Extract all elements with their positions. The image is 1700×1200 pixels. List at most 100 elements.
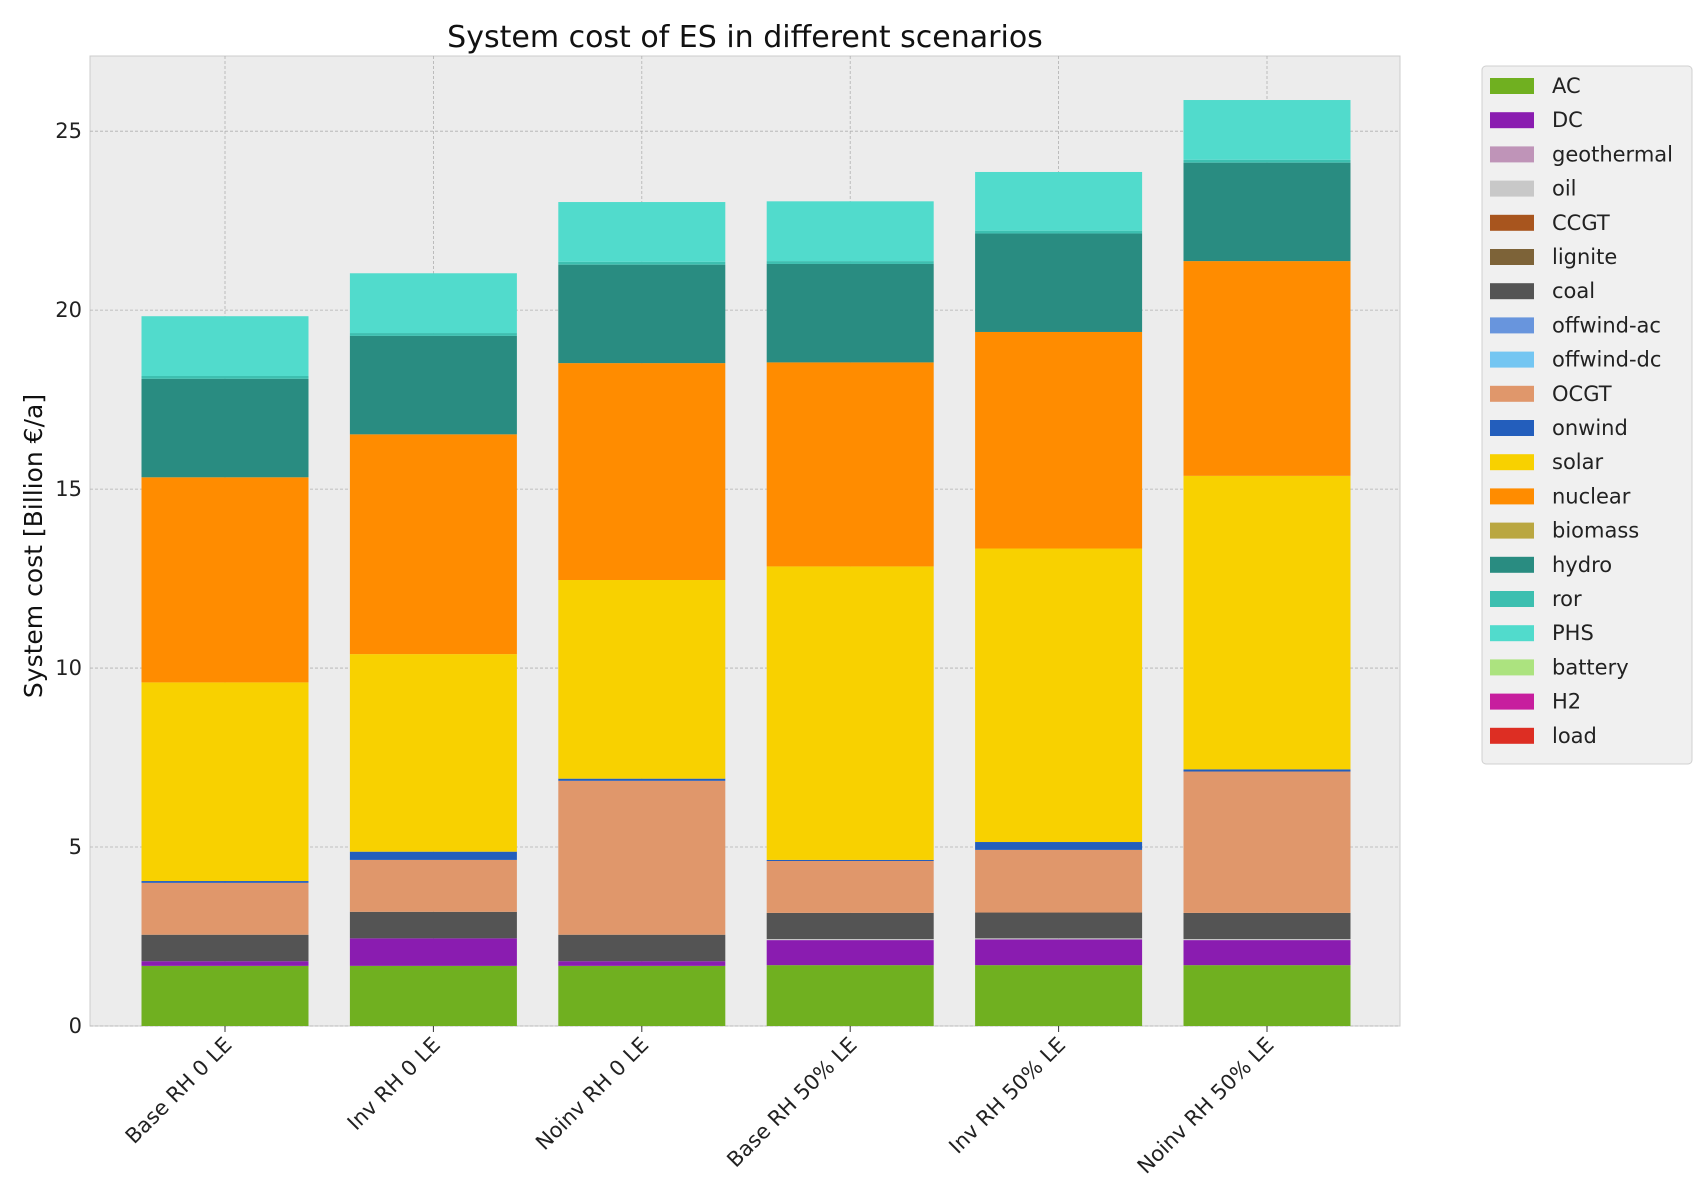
bar-segment-DC — [141, 961, 309, 966]
bar-segment-hydro — [558, 264, 726, 364]
y-tick-label: 15 — [55, 477, 82, 501]
legend-label: nuclear — [1552, 484, 1631, 508]
legend-label: coal — [1552, 279, 1595, 303]
legend-swatch — [1490, 78, 1534, 94]
chart-title: System cost of ES in different scenarios — [447, 20, 1043, 55]
bar-segment-DC — [1183, 940, 1351, 966]
bar-segment-nuclear — [975, 331, 1143, 549]
bar-segment-solar — [349, 654, 517, 852]
bar-segment-solar — [141, 682, 309, 882]
bar-segment-OCGT — [141, 882, 309, 935]
legend-swatch — [1490, 727, 1534, 744]
bar-segment-nuclear — [1183, 261, 1351, 476]
bar-segment-ror — [975, 230, 1143, 234]
bars — [141, 100, 1351, 1026]
bar-segment-onwind — [349, 851, 517, 860]
legend-swatch — [1490, 522, 1534, 539]
bar-segment-hydro — [349, 335, 517, 435]
legend-swatch — [1490, 591, 1534, 607]
legend-label: offwind-ac — [1552, 313, 1661, 337]
bar-stack — [1183, 100, 1351, 1026]
legend-swatch — [1490, 659, 1534, 676]
bar-segment-PHS — [141, 316, 309, 376]
bar-segment-hydro — [141, 378, 309, 478]
legend-label: DC — [1552, 108, 1583, 132]
legend-label: hydro — [1552, 553, 1612, 577]
legend-swatch — [1490, 454, 1534, 471]
bar-segment-oil — [1183, 939, 1351, 941]
bar-segment-coal — [1183, 912, 1351, 940]
bar-segment-ror — [766, 261, 934, 264]
bar-segment-OCGT — [558, 780, 726, 935]
bar-segment-oil — [975, 938, 1143, 940]
legend-box — [1481, 65, 1693, 765]
legend-label: load — [1552, 724, 1597, 748]
bar-segment-solar — [766, 566, 934, 860]
bar-segment-AC — [1183, 965, 1351, 1026]
bar-segment-nuclear — [766, 362, 934, 567]
bar-segment-onwind — [975, 842, 1143, 850]
bar-segment-PHS — [975, 171, 1143, 231]
bar-segment-ror — [349, 333, 517, 336]
legend-label: CCGT — [1552, 211, 1610, 235]
legend-swatch — [1490, 385, 1534, 402]
bar-stack — [766, 201, 934, 1026]
bar-segment-AC — [349, 965, 517, 1026]
bar-segment-onwind — [1183, 769, 1351, 772]
x-tick-label: Noinv RH 0 LE — [531, 1033, 653, 1155]
bar-segment-coal — [766, 912, 934, 940]
legend: AC DC geothermal oil CCGT lignite coal offwind-… — [1481, 65, 1693, 765]
bar-segment-onwind — [766, 859, 934, 861]
x-tick-label: Inv RH 50% LE — [944, 1033, 1070, 1159]
bar-segment-AC — [975, 965, 1143, 1026]
bar-segment-PHS — [558, 202, 726, 262]
x-tick-label: Base RH 0 LE — [121, 1033, 237, 1149]
bar-segment-OCGT — [766, 860, 934, 913]
x-tick-label: Noinv RH 50% LE — [1133, 1033, 1279, 1179]
legend-swatch — [1490, 180, 1534, 197]
legend-label: lignite — [1552, 245, 1617, 269]
legend-swatch — [1490, 249, 1534, 265]
bar-segment-coal — [349, 911, 517, 939]
bar-segment-OCGT — [349, 859, 517, 912]
bar-segment-onwind — [558, 778, 726, 781]
y-axis-label: System cost [Billion €/a] — [19, 394, 48, 698]
legend-swatch — [1490, 214, 1534, 231]
legend-label: PHS — [1552, 621, 1594, 645]
bar-segment-ror — [1183, 159, 1351, 163]
bar-segment-coal — [141, 934, 309, 962]
bar-segment-AC — [141, 965, 309, 1026]
bar-segment-PHS — [1183, 100, 1351, 160]
x-tick-label: Inv RH 0 LE — [343, 1033, 445, 1135]
bar-segment-DC — [558, 961, 726, 966]
legend-label: offwind-dc — [1552, 348, 1661, 372]
bar-segment-solar — [558, 580, 726, 779]
legend-swatch — [1490, 420, 1534, 436]
bar-segment-DC — [766, 940, 934, 966]
bar-segment-onwind — [141, 881, 309, 883]
legend-label: oil — [1552, 177, 1577, 201]
legend-label: battery — [1552, 655, 1629, 679]
bar-segment-solar — [975, 548, 1143, 843]
legend-label: H2 — [1552, 690, 1581, 714]
legend-label: solar — [1552, 450, 1603, 474]
bar-segment-solar — [1183, 475, 1351, 770]
y-tick-label: 25 — [55, 119, 82, 143]
bar-segment-PHS — [349, 273, 517, 334]
y-tick-label: 0 — [69, 1014, 82, 1038]
legend-label: geothermal — [1552, 142, 1673, 166]
legend-swatch — [1490, 146, 1534, 163]
bar-segment-ror — [141, 375, 309, 379]
bar-segment-ror — [558, 261, 726, 265]
legend-swatch — [1490, 556, 1534, 573]
legend-label: ror — [1552, 587, 1582, 611]
bar-segment-coal — [975, 912, 1143, 939]
y-tick-label: 20 — [55, 298, 82, 322]
x-tick-label: Base RH 50% LE — [722, 1033, 861, 1172]
legend-label: OCGT — [1552, 382, 1612, 406]
bar-segment-AC — [766, 965, 934, 1026]
bar-segment-OCGT — [1183, 771, 1351, 913]
bar-stack — [141, 316, 309, 1026]
bar-segment-oil — [766, 939, 934, 941]
bar-segment-PHS — [766, 201, 934, 262]
